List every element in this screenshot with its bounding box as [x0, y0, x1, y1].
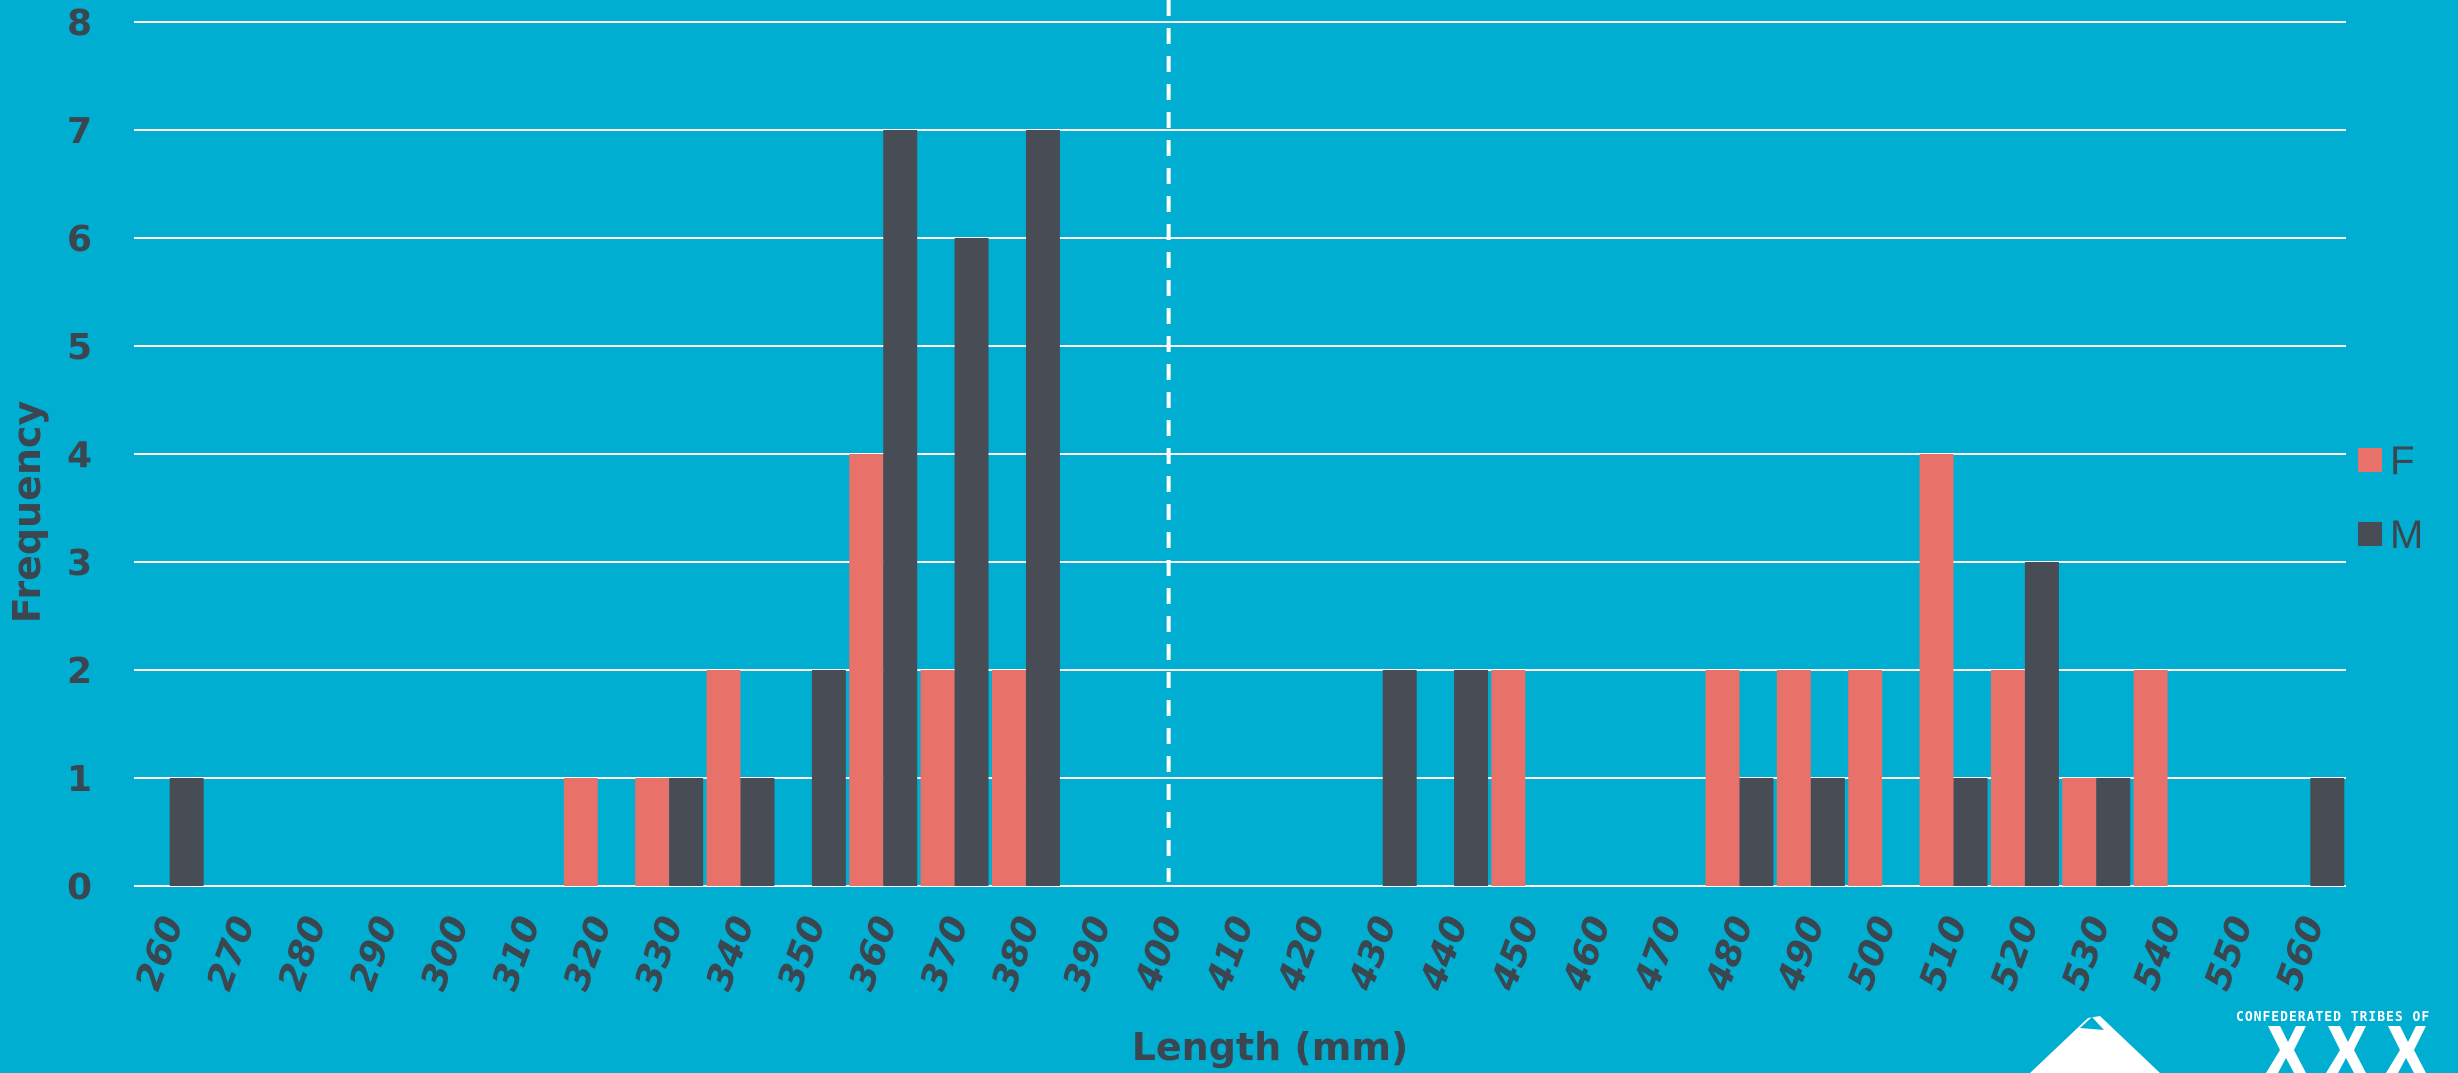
- bar-f-530: [2062, 778, 2097, 886]
- legend-swatch-m: [2358, 522, 2382, 546]
- bar-m-480: [1739, 778, 1774, 886]
- x-tick-label: 310: [485, 911, 549, 996]
- x-tick-label: 530: [2054, 911, 2118, 996]
- bar-m-430: [1382, 670, 1417, 886]
- x-tick-label: 490: [1769, 911, 1834, 997]
- y-tick-label: 6: [67, 219, 92, 260]
- x-tick-label: 500: [1840, 911, 1904, 996]
- gridlines: [134, 21, 2346, 887]
- x-tick-label: 330: [627, 911, 691, 996]
- bar-f-450: [1491, 670, 1526, 886]
- x-tick-label: 480: [1697, 911, 1762, 997]
- y-tick-label: 7: [67, 111, 92, 152]
- y-tick-label: 0: [67, 867, 92, 908]
- logo-mark: [2266, 1026, 2426, 1073]
- x-tick-label: 450: [1483, 911, 1548, 997]
- bars: [169, 130, 2345, 886]
- tribe-logo: CONFEDERATED TRIBES OF: [2236, 1010, 2458, 1073]
- bar-m-350: [811, 670, 846, 886]
- bar-m-510: [1953, 778, 1988, 886]
- x-tick-label: 440: [1412, 911, 1477, 997]
- x-tick-label: 560: [2269, 911, 2333, 996]
- y-tick-label: 1: [67, 759, 92, 800]
- x-tick-label: 270: [199, 911, 263, 996]
- x-axis-label: Length (mm): [1132, 1025, 1409, 1069]
- x-tick-label: 550: [2197, 911, 2261, 996]
- bar-m-490: [1810, 778, 1845, 886]
- bar-m-340: [740, 778, 775, 886]
- x-tick-label: 280: [271, 911, 335, 996]
- bar-m-520: [2024, 562, 2059, 886]
- x-tick-label: 470: [1626, 911, 1691, 997]
- legend: FM: [2358, 439, 2423, 557]
- x-tick-label: 360: [841, 911, 905, 996]
- bar-f-490: [1776, 670, 1811, 886]
- y-tick-label: 8: [67, 3, 92, 44]
- x-tick-label: 370: [913, 911, 977, 996]
- x-tick-label: 520: [1983, 911, 2047, 996]
- x-tick-label: 410: [1198, 911, 1263, 997]
- x-tick-label: 340: [699, 911, 763, 996]
- x-tick-label: 420: [1269, 911, 1334, 997]
- y-tick-label: 5: [67, 327, 92, 368]
- x-tick-label: 460: [1555, 911, 1620, 997]
- x-tick-label: 290: [342, 911, 406, 996]
- x-tick-label: 350: [770, 911, 834, 996]
- x-tick-label: 430: [1341, 911, 1406, 997]
- logo-text: CONFEDERATED TRIBES OF: [2236, 1010, 2431, 1025]
- x-tick-label: 300: [413, 911, 477, 996]
- x-tick-label: 400: [1127, 911, 1192, 997]
- bar-f-520: [1990, 670, 2025, 886]
- bar-m-260: [169, 778, 204, 886]
- x-tick-label: 540: [2126, 911, 2190, 996]
- bar-f-480: [1705, 670, 1740, 886]
- bar-f-380: [991, 670, 1026, 886]
- bar-f-320: [563, 778, 598, 886]
- y-axis-label: Frequency: [5, 401, 49, 624]
- y-tick-label: 2: [67, 651, 92, 692]
- bar-f-340: [706, 670, 741, 886]
- x-tick-label: 510: [1912, 911, 1976, 996]
- bar-f-510: [1919, 454, 1954, 886]
- x-tick-label: 390: [1056, 911, 1120, 996]
- legend-swatch-f: [2358, 448, 2382, 472]
- logo-mountain: [2030, 1016, 2160, 1073]
- x-tick-label: 380: [984, 911, 1048, 996]
- bar-m-360: [883, 130, 918, 886]
- bar-m-330: [669, 778, 704, 886]
- bar-f-330: [635, 778, 670, 886]
- y-axis-ticks: 0 1 2 3 4 5 6 7 8: [67, 3, 92, 908]
- bar-m-380: [1025, 130, 1060, 886]
- bar-m-530: [2096, 778, 2131, 886]
- x-tick-label: 260: [128, 911, 192, 996]
- bar-f-360: [849, 454, 884, 886]
- bar-f-370: [920, 670, 955, 886]
- x-tick-label: 320: [556, 911, 620, 996]
- bar-f-540: [2133, 670, 2168, 886]
- bar-f-500: [1848, 670, 1883, 886]
- bar-m-440: [1454, 670, 1489, 886]
- y-tick-label: 3: [67, 543, 92, 584]
- bar-m-560: [2310, 778, 2345, 886]
- y-tick-label: 4: [67, 435, 92, 476]
- bar-m-370: [954, 238, 989, 886]
- legend-label-f: F: [2390, 439, 2414, 483]
- x-axis-ticks: 260 270 280 290 300 310 320 330 340 350 360 370 380 3…: [128, 911, 2333, 997]
- legend-label-m: M: [2390, 513, 2423, 557]
